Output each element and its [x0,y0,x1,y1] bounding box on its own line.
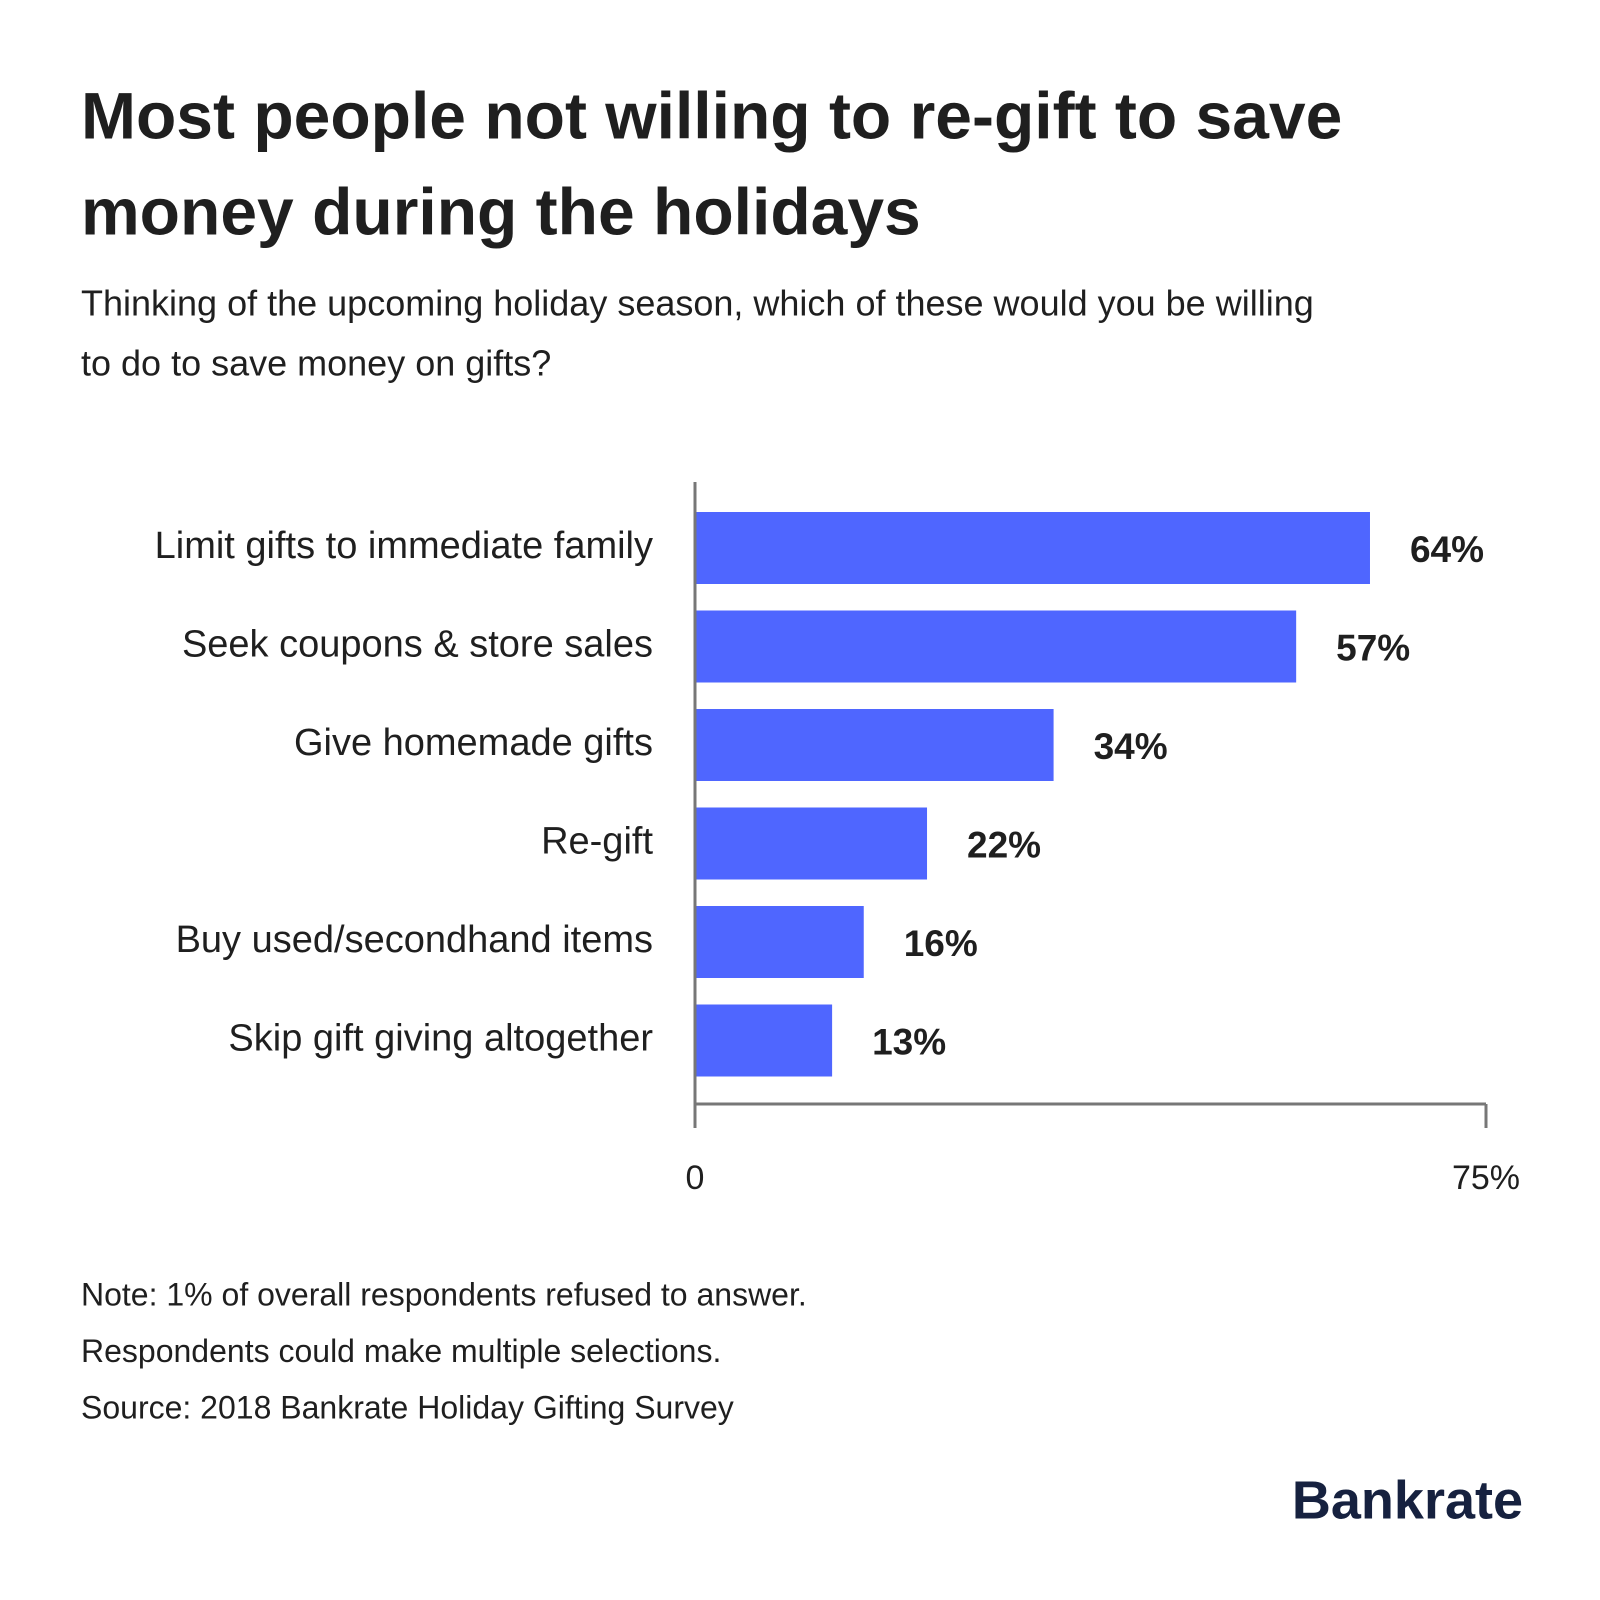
value-label: 13% [872,1021,946,1062]
chart-title: Most people not willing to re-gift to sa… [81,78,1342,152]
bar [695,906,864,978]
bar [695,1004,833,1077]
note: Note: 1% of overall respondents refused … [81,1276,807,1312]
bar [695,807,928,880]
note: Respondents could make multiple selectio… [81,1333,721,1369]
category-label: Buy used/secondhand items [176,919,653,961]
category-label: Skip gift giving altogether [228,1018,653,1060]
value-label: 57% [1336,627,1410,668]
category-label: Re-gift [541,821,653,863]
value-label: 34% [1094,726,1168,767]
value-label: 64% [1410,529,1484,570]
category-label: Seek coupons & store sales [182,624,653,666]
chart-subtitle: Thinking of the upcoming holiday season,… [81,283,1314,324]
x-tick-label: 0 [686,1159,705,1197]
logo: Bankrate [1292,1470,1523,1530]
value-label: 16% [904,923,978,964]
chart-subtitle: to do to save money on gifts? [81,343,551,384]
category-label: Give homemade gifts [294,722,653,764]
value-label: 22% [967,824,1041,865]
bar [695,610,1297,683]
note: Source: 2018 Bankrate Holiday Gifting Su… [81,1389,734,1425]
category-label: Limit gifts to immediate family [155,525,653,567]
x-tick-label: 75% [1452,1159,1520,1197]
bar [695,512,1370,584]
chart-title: money during the holidays [81,174,921,248]
bar [695,709,1054,781]
